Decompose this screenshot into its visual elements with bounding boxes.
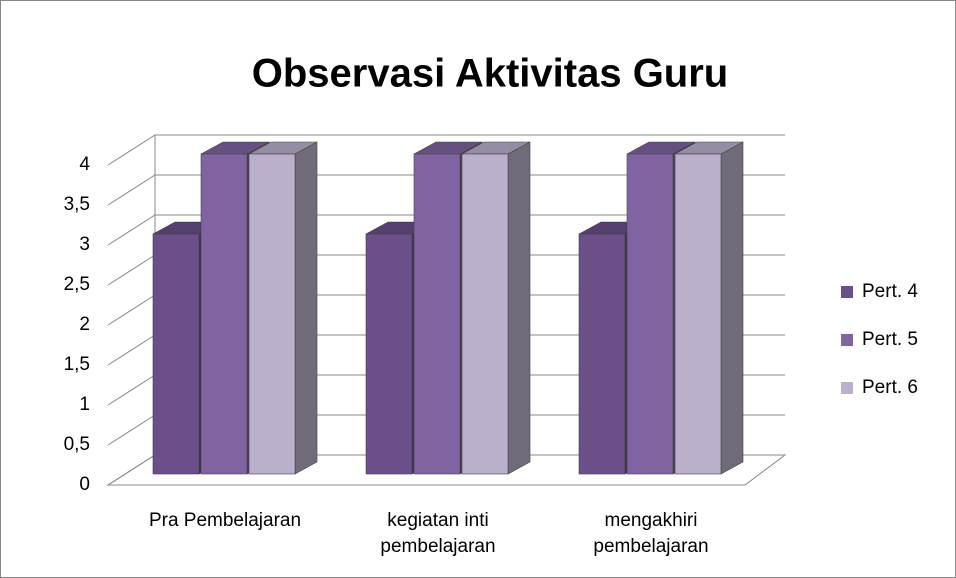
y-tick-label: 2,5 xyxy=(64,274,90,295)
bar-front xyxy=(365,233,413,475)
grid-line xyxy=(107,134,785,166)
bar-side xyxy=(720,141,744,475)
legend-swatch xyxy=(841,382,853,394)
bar-front xyxy=(152,233,200,475)
bar-front xyxy=(674,153,722,475)
grid-line xyxy=(107,214,785,246)
x-tick-label: Pra Pembelajaran xyxy=(148,510,302,531)
x-tick-label: mengakhiri pembelajaran xyxy=(593,510,709,557)
legend-swatch xyxy=(841,334,853,346)
chart-title: Observasi Aktivitas Guru xyxy=(252,52,728,96)
bar-front xyxy=(578,233,626,475)
y-tick-label: 4 xyxy=(79,154,90,175)
bar xyxy=(248,141,318,475)
bar-front xyxy=(461,153,509,475)
y-tick-label: 2 xyxy=(79,314,90,335)
y-tick-label: 0,5 xyxy=(64,434,90,455)
legend-label: Pert. 6 xyxy=(862,377,918,398)
bar-front xyxy=(200,153,248,475)
y-tick-label: 3,5 xyxy=(64,194,90,215)
y-tick-label: 3 xyxy=(79,234,90,255)
grid-line xyxy=(107,174,785,206)
bar-side xyxy=(507,141,531,475)
bar-front xyxy=(626,153,674,475)
legend-label: Pert. 5 xyxy=(862,329,918,350)
bar xyxy=(674,141,744,475)
y-tick-label: 1,5 xyxy=(64,354,90,375)
bar-front xyxy=(413,153,461,475)
bar-side xyxy=(294,141,318,475)
y-tick-label: 0 xyxy=(79,474,90,495)
bar xyxy=(461,141,531,475)
legend-swatch xyxy=(841,286,853,298)
legend-label: Pert. 4 xyxy=(862,281,918,302)
y-tick-label: 1 xyxy=(79,394,90,415)
x-tick-label: kegiatan inti pembelajaran xyxy=(380,510,496,557)
bar-front xyxy=(248,153,296,475)
